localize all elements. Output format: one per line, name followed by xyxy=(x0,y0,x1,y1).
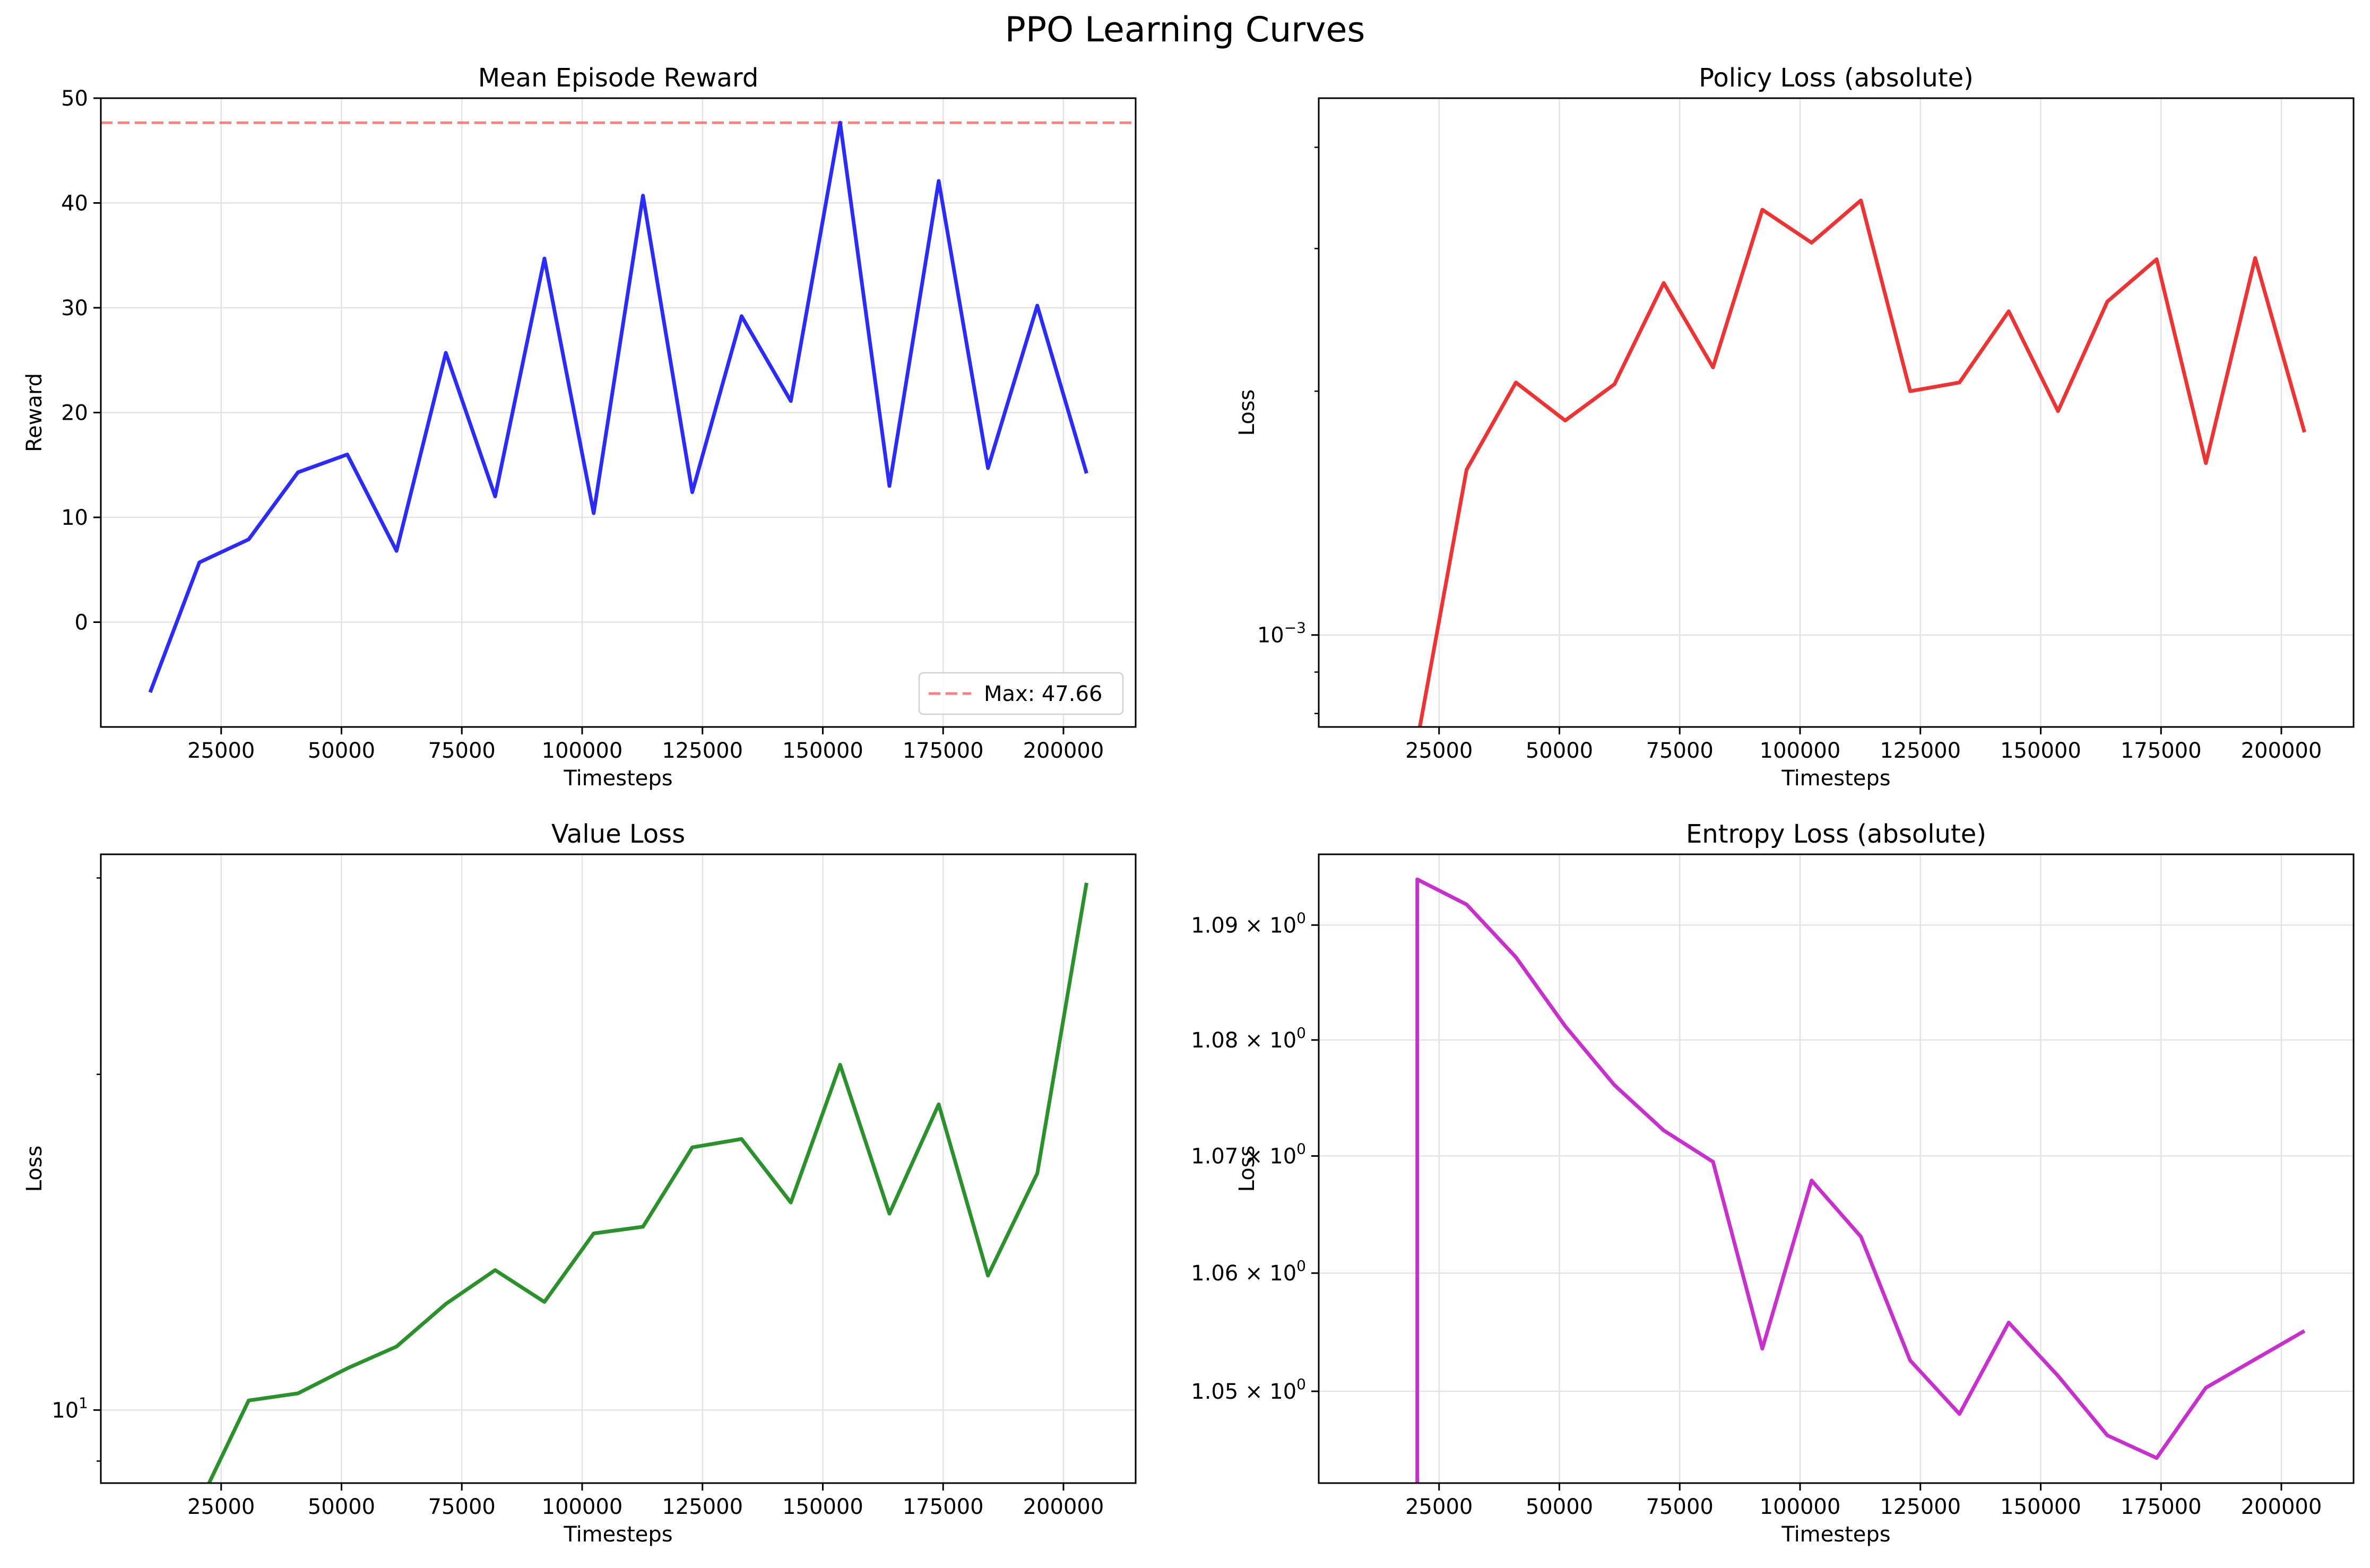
x-tick-label: 25000 xyxy=(187,1495,255,1519)
axes-frame xyxy=(1318,97,2355,728)
x-axis: 25000 50000 75000 100000 125000 150000 175000 2… xyxy=(187,1483,1104,1519)
x-tick-label: 150000 xyxy=(782,1495,863,1519)
series-line-1 xyxy=(207,882,1088,1483)
y-tick-label: 40 xyxy=(61,192,88,216)
y-axis-label: Loss xyxy=(1235,389,1259,436)
x-tick-label: 100000 xyxy=(1760,739,1841,763)
charts-container: 25000 50000 75000 100000 125000 150000 175000 2… xyxy=(22,63,2355,1547)
x-axis: 25000 50000 75000 100000 125000 150000 175000 2… xyxy=(1405,727,2322,763)
x-tick-label: 175000 xyxy=(903,1495,984,1519)
y-axis: 101 xyxy=(51,877,101,1462)
y-tick-label: 10−3 xyxy=(1257,619,1306,648)
y-tick-label: 1.09 × 100 xyxy=(1191,909,1306,938)
y-tick-label: 20 xyxy=(61,401,88,426)
x-tick-label: 200000 xyxy=(1023,739,1104,763)
series-line-1 xyxy=(1415,877,2306,1483)
y-axis: 0 10 20 30 40 50 xyxy=(61,86,101,635)
x-tick-label: 100000 xyxy=(542,739,623,763)
y-tick-label: 30 xyxy=(61,296,88,320)
y-tick-label: 1.06 × 100 xyxy=(1191,1257,1306,1286)
x-tick-label: 200000 xyxy=(2241,1495,2322,1519)
legend: Max: 47.66 xyxy=(918,672,1124,715)
x-tick-label: 75000 xyxy=(428,739,496,763)
subplot-1: 25000 50000 75000 100000 125000 150000 175000 2… xyxy=(22,63,1137,791)
x-tick-label: 50000 xyxy=(308,739,375,763)
x-tick-label: 150000 xyxy=(782,739,863,763)
axes-frame xyxy=(100,853,1137,1484)
grid xyxy=(1319,854,2354,1483)
axes-frame xyxy=(1318,853,2355,1484)
x-tick-label: 125000 xyxy=(1880,1495,1961,1519)
x-tick-label: 100000 xyxy=(1760,1495,1841,1519)
x-axis-label: Timesteps xyxy=(1781,766,1890,791)
y-axis-label: Reward xyxy=(22,373,47,452)
y-tick-label: 101 xyxy=(51,1394,88,1423)
plot-area xyxy=(1415,877,2306,1483)
subplot-title: Mean Episode Reward xyxy=(478,63,759,93)
x-tick-label: 125000 xyxy=(662,1495,743,1519)
series-line-1 xyxy=(1417,198,2306,727)
x-tick-label: 25000 xyxy=(1405,1495,1473,1519)
x-tick-label: 125000 xyxy=(662,739,743,763)
y-tick-label: 50 xyxy=(61,86,88,111)
x-tick-label: 175000 xyxy=(2121,1495,2202,1519)
x-tick-label: 75000 xyxy=(1646,1495,1714,1519)
y-axis: 1.05 × 100 1.06 × 100 1.07 × 100 1.08 × 100… xyxy=(1191,909,1319,1404)
grid xyxy=(1319,98,2354,727)
subplot-title: Policy Loss (absolute) xyxy=(1699,63,1974,93)
subplot-title: Entropy Loss (absolute) xyxy=(1686,819,1986,849)
x-tick-label: 75000 xyxy=(428,1495,496,1519)
x-axis-label: Timesteps xyxy=(1781,1522,1890,1547)
legend-box xyxy=(918,672,1124,715)
y-axis-label: Loss xyxy=(1235,1146,1259,1192)
x-tick-label: 200000 xyxy=(1023,1495,1104,1519)
series-line-1 xyxy=(148,120,1088,694)
plot-area xyxy=(207,882,1088,1483)
y-axis: 10−3 xyxy=(1257,146,1319,714)
y-tick-label: 1.07 × 100 xyxy=(1191,1140,1306,1169)
x-tick-label: 50000 xyxy=(308,1495,375,1519)
x-tick-label: 25000 xyxy=(187,739,255,763)
plot-area xyxy=(1417,198,2306,727)
subplot-title: Value Loss xyxy=(551,819,685,849)
y-tick-label: 0 xyxy=(75,611,88,635)
x-tick-label: 50000 xyxy=(1526,739,1593,763)
x-tick-label: 100000 xyxy=(542,1495,623,1519)
x-tick-label: 25000 xyxy=(1405,739,1473,763)
y-axis-label: Loss xyxy=(22,1146,47,1192)
x-axis: 25000 50000 75000 100000 125000 150000 175000 2… xyxy=(187,727,1104,763)
x-tick-label: 75000 xyxy=(1646,739,1714,763)
x-tick-label: 50000 xyxy=(1526,1495,1593,1519)
y-tick-label: 10 xyxy=(61,506,88,530)
subplot-3: 25000 50000 75000 100000 125000 150000 175000 2… xyxy=(22,819,1137,1547)
subplot-2: 25000 50000 75000 100000 125000 150000 175000 2… xyxy=(1235,63,2355,791)
x-tick-label: 150000 xyxy=(2000,1495,2081,1519)
plot-area xyxy=(101,120,1136,694)
y-tick-label: 1.05 × 100 xyxy=(1191,1375,1306,1404)
x-tick-label: 175000 xyxy=(903,739,984,763)
x-axis-label: Timesteps xyxy=(563,1522,672,1547)
grid xyxy=(101,854,1136,1483)
x-axis-label: Timesteps xyxy=(563,766,672,791)
y-tick-label: 1.08 × 100 xyxy=(1191,1024,1306,1053)
x-tick-label: 175000 xyxy=(2121,739,2202,763)
figure-title: PPO Learning Curves xyxy=(1005,10,1365,50)
x-axis: 25000 50000 75000 100000 125000 150000 175000 2… xyxy=(1405,1483,2322,1519)
legend-label: Max: 47.66 xyxy=(984,682,1102,706)
x-tick-label: 150000 xyxy=(2000,739,2081,763)
subplot-4: 25000 50000 75000 100000 125000 150000 175000 2… xyxy=(1191,819,2355,1547)
x-tick-label: 125000 xyxy=(1880,739,1961,763)
x-tick-label: 200000 xyxy=(2241,739,2322,763)
